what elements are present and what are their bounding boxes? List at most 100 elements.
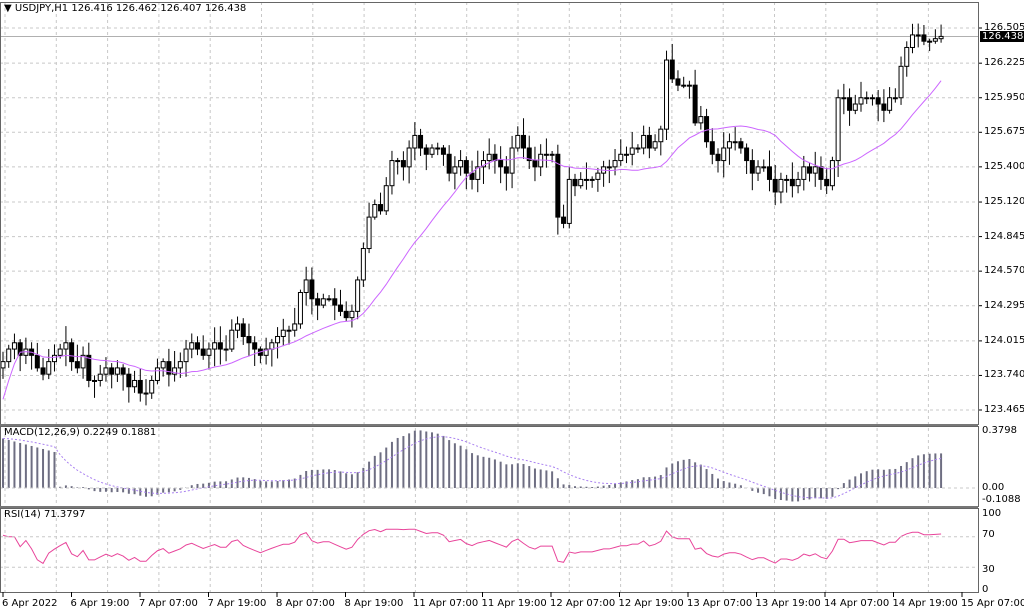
bull-candle — [612, 160, 618, 168]
time-tick-label: 15 Apr 07:00 — [961, 598, 1024, 609]
bull-candle — [698, 116, 704, 124]
bull-candle — [927, 40, 933, 43]
bear-candle — [807, 166, 813, 174]
time-tick-label: 8 Apr 19:00 — [344, 598, 404, 609]
bull-candle — [235, 323, 241, 331]
bull-candle — [63, 342, 69, 350]
time-tick-label: 13 Apr 19:00 — [755, 598, 821, 609]
bear-candle — [744, 147, 750, 162]
bull-candle — [406, 147, 412, 168]
bull-candle — [852, 103, 858, 111]
price-tick-label: 124.845 — [984, 230, 1024, 242]
time-tick-label: 14 Apr 19:00 — [892, 598, 958, 609]
bull-candle — [11, 342, 17, 350]
bull-candle — [486, 153, 492, 162]
bull-candle — [80, 354, 86, 369]
bear-candle — [715, 153, 721, 162]
time-tick-label: 8 Apr 07:00 — [276, 598, 335, 609]
bull-candle — [623, 153, 629, 156]
rsi-label: RSI(14) 71.3797 — [4, 509, 86, 520]
bull-candle — [801, 166, 807, 180]
bear-candle — [532, 160, 538, 168]
time-tick-label: 6 Apr 19:00 — [70, 598, 130, 609]
macd-signal-line — [2, 436, 942, 499]
bear-candle — [74, 361, 80, 369]
bull-candle — [229, 329, 235, 350]
bull-candle — [0, 361, 6, 369]
bull-candle — [898, 65, 904, 99]
time-tick-label: 7 Apr 19:00 — [207, 598, 267, 609]
bull-candle — [286, 329, 292, 332]
bull-candle — [909, 34, 915, 48]
bear-candle — [738, 141, 744, 149]
bear-candle — [17, 342, 23, 356]
price-tick-label: 124.015 — [984, 334, 1024, 346]
bull-candle — [652, 141, 658, 149]
bull-candle — [915, 34, 921, 37]
bear-candle — [337, 304, 343, 312]
bull-candle — [355, 279, 361, 312]
bull-candle — [606, 166, 612, 169]
bull-candle — [480, 160, 486, 168]
price-tick-label: 124.295 — [984, 299, 1024, 311]
bull-candle — [383, 185, 389, 212]
bull-candle — [458, 160, 464, 168]
bull-candle — [658, 128, 664, 143]
bull-candle — [509, 147, 515, 174]
bull-candle — [154, 367, 160, 381]
bear-candle — [709, 141, 715, 155]
bear-candle — [824, 178, 830, 187]
bear-candle — [109, 367, 115, 375]
bull-candle — [395, 160, 401, 163]
bull-candle — [858, 97, 864, 105]
time-tick-label: 14 Apr 07:00 — [824, 598, 890, 609]
bull-candle — [366, 216, 372, 250]
bull-candle — [515, 134, 521, 149]
pane-border — [0, 508, 979, 593]
bear-candle — [692, 84, 698, 124]
bear-candle — [120, 367, 126, 375]
bull-candle — [389, 160, 395, 187]
bull-candle — [589, 178, 595, 181]
bull-candle — [132, 379, 138, 388]
bull-candle — [269, 342, 275, 350]
bull-candle — [183, 348, 189, 363]
bull-candle — [938, 35, 944, 40]
bull-candle — [778, 178, 784, 193]
bear-candle — [137, 379, 143, 394]
bear-candle — [818, 166, 824, 180]
macd-tick-label: 0.00 — [982, 482, 1005, 493]
bull-candle — [795, 178, 801, 187]
bull-candle — [189, 342, 195, 350]
price-tick-label: 125.120 — [984, 196, 1024, 208]
bull-candle — [755, 166, 761, 174]
bear-candle — [200, 348, 206, 356]
bear-candle — [498, 160, 504, 168]
moving-average-line — [2, 80, 942, 400]
bear-candle — [749, 160, 755, 174]
bear-candle — [418, 134, 424, 149]
bull-candle — [143, 392, 149, 395]
bear-candle — [704, 116, 710, 143]
bear-candle — [194, 342, 200, 350]
bull-candle — [726, 141, 732, 149]
rsi-tick-label: 30 — [982, 564, 995, 575]
bull-candle — [46, 361, 52, 375]
bear-candle — [166, 361, 172, 375]
bull-candle — [835, 97, 841, 162]
bull-candle — [57, 348, 63, 356]
bull-candle — [320, 298, 326, 306]
price-tick-label: 124.570 — [984, 265, 1024, 277]
time-tick-label: 11 Apr 07:00 — [413, 598, 479, 609]
time-tick-label: 7 Apr 07:00 — [139, 598, 198, 609]
bull-candle — [372, 204, 378, 218]
bull-candle — [475, 166, 481, 180]
time-tick-label: 13 Apr 07:00 — [687, 598, 753, 609]
bull-candle — [223, 348, 229, 351]
bull-candle — [595, 172, 601, 180]
bull-candle — [543, 153, 549, 156]
bear-candle — [675, 78, 681, 86]
bear-candle — [875, 97, 881, 105]
bull-candle — [618, 153, 624, 162]
